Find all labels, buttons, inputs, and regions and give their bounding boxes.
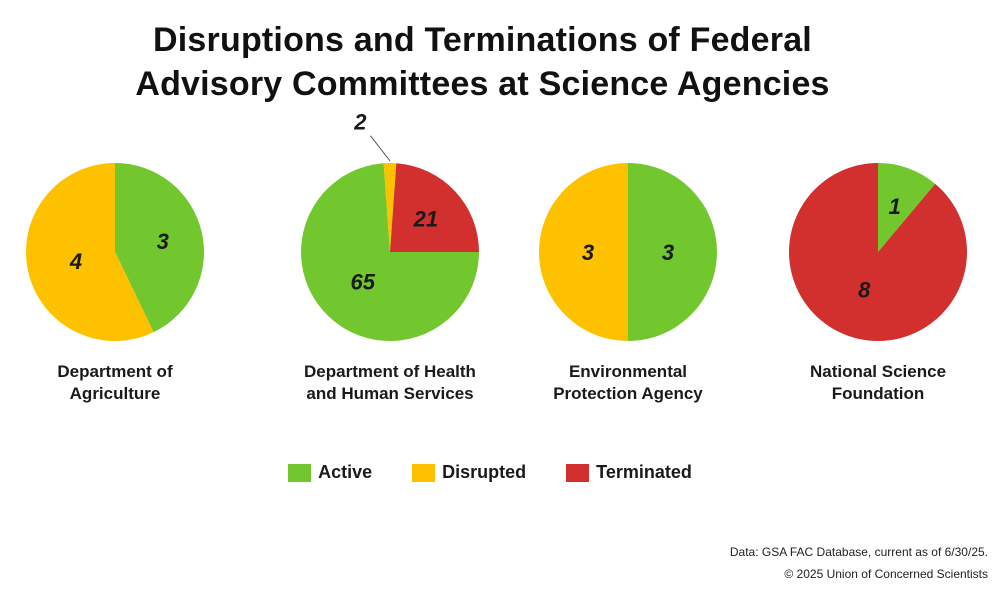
- pie-value-label-disrupted: 2: [353, 110, 367, 135]
- pie-caption-line-1: Department of Health: [304, 362, 476, 381]
- pie-value-label-terminated: 21: [413, 207, 438, 232]
- legend-label-disrupted: Disrupted: [442, 462, 527, 482]
- pie-caption-line-2: Agriculture: [70, 384, 161, 403]
- pie-slice-disrupted: [25, 163, 154, 341]
- pie-caption-line-2: and Human Services: [306, 384, 473, 403]
- pie-value-label-disrupted: 3: [582, 240, 594, 265]
- legend-swatch-disrupted: [412, 463, 436, 482]
- pie-slice-terminated: [390, 163, 479, 252]
- pie-chart-environmental-protection-agency: 3 3 Environmental Protection Agency: [539, 163, 717, 403]
- pie-slice-terminated: [788, 163, 967, 341]
- legend-item-disrupted: Disrupted: [412, 462, 526, 483]
- pie-caption-line-1: National Science: [810, 362, 946, 381]
- pie-chart-national-science-foundation: 1 8 National Science Foundation: [788, 163, 967, 403]
- pie-slice-disrupted: [539, 163, 628, 341]
- legend-swatch-active: [288, 463, 312, 482]
- legend-swatch-terminated: [566, 463, 590, 482]
- pie-caption-line-2: Foundation: [832, 384, 925, 403]
- pie-slice-active: [878, 163, 936, 252]
- pie-slice-active: [300, 163, 479, 341]
- pie-slice-active: [115, 163, 204, 333]
- chart-title-line-2: Advisory Committees at Science Agencies: [135, 65, 830, 103]
- pie-slice-active: [628, 163, 717, 341]
- pie-caption-line-1: Department of: [57, 362, 173, 381]
- pie-caption-line-2: Protection Agency: [553, 384, 703, 403]
- pie-value-label-disrupted: 4: [69, 249, 82, 274]
- legend-item-terminated: Terminated: [566, 462, 692, 483]
- pie-chart-department-of-agriculture: 3 4 Department of Agriculture: [25, 163, 204, 403]
- copyright-note: © 2025 Union of Concerned Scientists: [784, 567, 988, 581]
- pie-value-label-active: 3: [662, 240, 674, 265]
- legend: Active Disrupted Terminated: [0, 462, 980, 483]
- pie-value-label-active: 3: [157, 229, 169, 254]
- pie-value-label-active: 65: [350, 269, 375, 294]
- pie-caption-line-1: Environmental: [569, 362, 687, 381]
- pie-value-label-active: 1: [889, 194, 901, 219]
- data-source-note: Data: GSA FAC Database, current as of 6/…: [729, 545, 988, 559]
- pie-slice-disrupted: [383, 163, 397, 252]
- pie-label-leader-line: [370, 135, 391, 162]
- pie-value-label-terminated: 8: [858, 278, 871, 303]
- chart-title-line-1: Disruptions and Terminations of Federal: [153, 21, 812, 59]
- legend-label-terminated: Terminated: [596, 462, 692, 482]
- chart-title: Disruptions and Terminations of Federal …: [0, 18, 965, 106]
- pie-chart-department-of-health-and-human-services: 65 2 21 Department of Health and Human Servi…: [300, 110, 479, 403]
- legend-label-active: Active: [318, 462, 373, 482]
- legend-item-active: Active: [288, 462, 372, 483]
